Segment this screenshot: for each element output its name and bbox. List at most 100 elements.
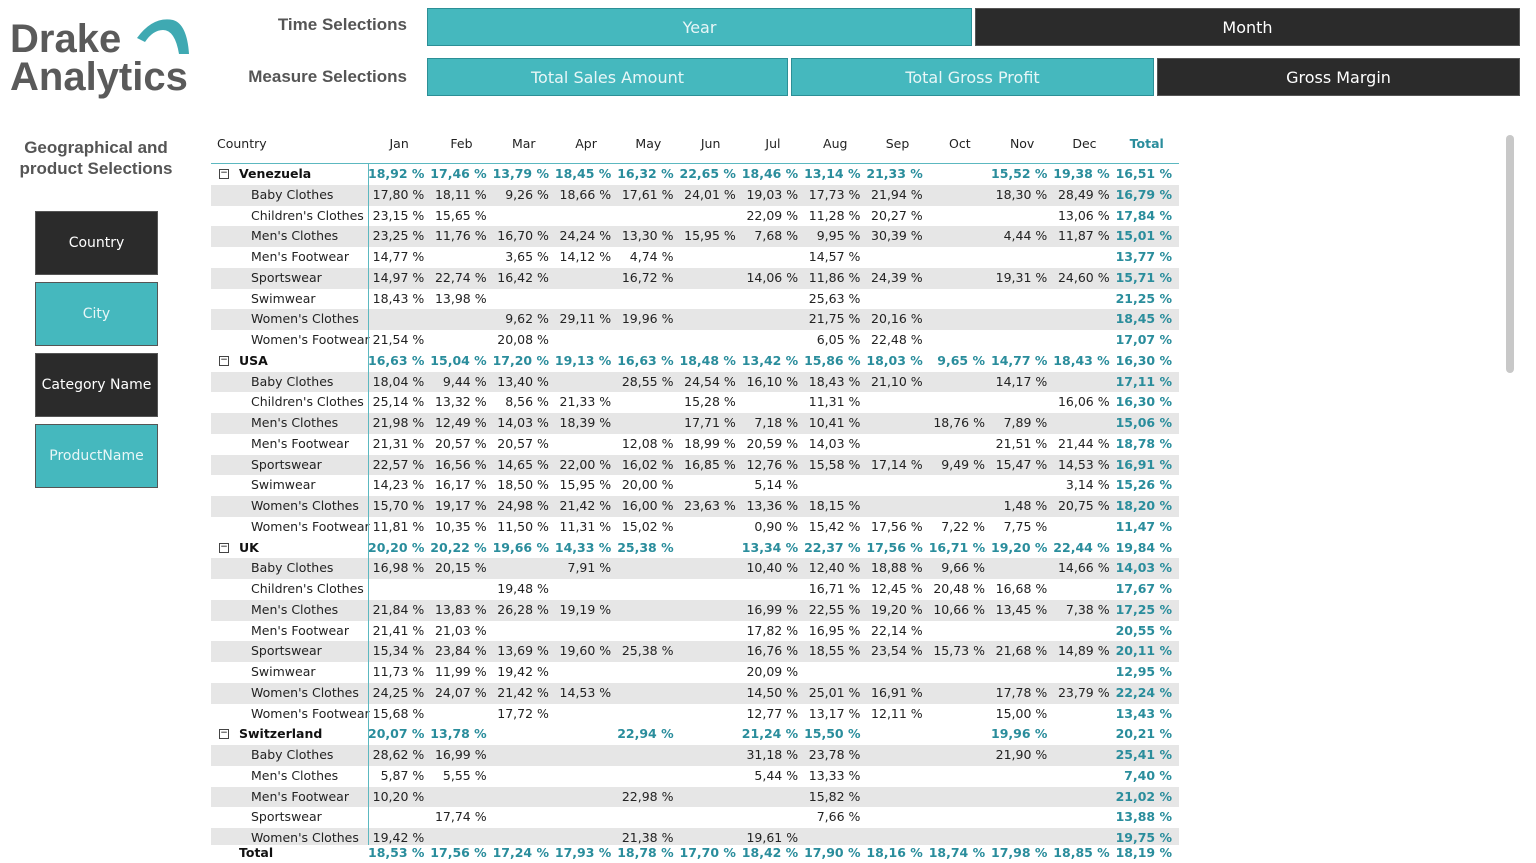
value-cell: 24,01 %	[684, 186, 736, 202]
value-cell: 13,78 %	[430, 726, 487, 742]
value-cell: 24,98 %	[497, 498, 549, 513]
value-cell: 15,86 %	[804, 352, 861, 368]
value-cell: 7,18 %	[754, 415, 799, 430]
value-cell: 30,39 %	[871, 228, 923, 244]
column-header: Total	[1129, 136, 1164, 151]
time-option[interactable]: Year	[427, 8, 972, 46]
product-label: Women's Clothes	[251, 684, 359, 700]
value-cell: 17,20 %	[492, 352, 550, 368]
value-cell: 22,74 %	[434, 269, 487, 285]
value-cell: 18,30 %	[995, 186, 1048, 202]
value-cell: 14,03 %	[1115, 560, 1173, 576]
expand-toggle[interactable]: −	[219, 354, 229, 366]
product-row: Sportswear 17,74 % 7,66 % 13,88 %	[211, 807, 1179, 828]
value-cell: 20,57 %	[497, 435, 549, 451]
value-cell: 7,68 %	[754, 228, 799, 244]
value-cell: 21,33 %	[866, 166, 923, 181]
product-label: Men's Footwear	[251, 622, 349, 638]
value-cell: 5,55 %	[442, 767, 487, 783]
value-cell: 16,51 %	[1115, 166, 1173, 181]
value-cell: 29,11 %	[559, 311, 612, 327]
value-cell: 20,57 %	[434, 435, 487, 451]
product-row: Baby Clothes 18,04 % 9,44 % 13,40 % 28,55 % 2…	[211, 371, 1179, 393]
product-row: Swimwear 14,23 % 16,17 % 18,50 % 15,95 % 20,0…	[211, 475, 1179, 496]
slicer-title: Geographical and product Selections	[19, 138, 173, 178]
time-selections-label: Time Selections	[277, 15, 407, 34]
header-rule	[211, 163, 1179, 164]
value-cell: 5,14 %	[754, 477, 799, 493]
value-cell: 15,70 %	[372, 498, 425, 513]
value-cell: 14,89 %	[1057, 643, 1110, 659]
value-cell: 12,11 %	[871, 705, 923, 721]
column-header: Jun	[700, 136, 721, 151]
value-cell: 16,71 %	[808, 581, 861, 596]
product-row: Baby Clothes 16,98 % 20,15 % 7,91 % 10,40 % 1…	[211, 558, 1179, 579]
expand-toggle[interactable]: −	[219, 168, 229, 179]
total-cell: 18,74 %	[928, 845, 986, 860]
value-cell: 28,55 %	[621, 373, 674, 389]
value-cell: 18,50 %	[497, 477, 549, 493]
measure-option[interactable]: Total Gross Profit	[791, 58, 1154, 96]
value-cell: 17,11 %	[1115, 373, 1173, 389]
column-header: Nov	[1009, 136, 1035, 151]
group-label: Venezuela	[239, 166, 312, 181]
total-row: Total 18,53 % 17,56 % 17,24 % 17,93 % 18,78 %…	[211, 845, 1179, 862]
slicer-button[interactable]: Country	[35, 211, 158, 275]
total-cell: 18,19 %	[1115, 845, 1173, 860]
product-label: Men's Footwear	[251, 435, 349, 451]
value-cell: 14,65 %	[497, 456, 549, 472]
slicer-button[interactable]: City	[35, 282, 158, 346]
value-cell: 15,71 %	[1115, 269, 1173, 285]
value-cell: 12,95 %	[1115, 664, 1173, 679]
total-cell: 17,98 %	[991, 845, 1048, 860]
column-header: Dec	[1072, 136, 1097, 151]
total-cell: 18,53 %	[368, 845, 425, 860]
value-cell: 21,51 %	[995, 435, 1048, 451]
product-label: Baby Clothes	[251, 373, 334, 389]
expand-toggle[interactable]: −	[219, 541, 229, 553]
value-cell: 14,50 %	[746, 684, 799, 700]
product-label: Women's Clothes	[251, 830, 359, 845]
value-cell: 31,18 %	[746, 747, 799, 762]
product-row: Men's Clothes 23,25 % 11,76 % 16,70 % 24,24 …	[211, 226, 1179, 247]
value-cell: 17,73 %	[808, 186, 861, 202]
value-cell: 18,20 %	[1115, 498, 1173, 513]
value-cell: 22,37 %	[804, 539, 861, 555]
time-option[interactable]: Month	[975, 8, 1520, 46]
value-cell: 13,79 %	[492, 166, 550, 181]
product-label: Men's Clothes	[251, 228, 339, 244]
product-row: Women's Clothes 24,25 % 24,07 % 21,42 % 14,5…	[211, 682, 1179, 704]
value-cell: 15,34 %	[372, 643, 425, 659]
column-header: Country	[217, 136, 267, 151]
measure-option[interactable]: Gross Margin	[1157, 58, 1520, 96]
product-row: Women's Clothes 19,42 % 21,38 % 19,61 % 19,7…	[211, 828, 1179, 845]
value-cell: 25,38 %	[617, 539, 674, 555]
value-cell: 10,20 %	[372, 788, 425, 804]
value-cell: 15,47 %	[995, 456, 1048, 472]
value-cell: 7,91 %	[567, 560, 612, 576]
total-cell: 17,24 %	[492, 845, 550, 860]
scrollbar[interactable]	[1506, 135, 1514, 373]
column-header: Apr	[575, 136, 597, 151]
logo-line: Analytics	[10, 55, 188, 99]
slicer-button[interactable]: Category Name	[35, 353, 158, 417]
value-cell: 15,26 %	[1115, 477, 1173, 493]
product-row: Men's Footwear 10,20 % 22,98 % 15,82 % 21,02…	[211, 786, 1179, 808]
value-cell: 7,22 %	[941, 518, 985, 534]
value-cell: 7,89 %	[1003, 415, 1048, 430]
value-cell: 15,06 %	[1115, 415, 1173, 430]
value-cell: 19,31 %	[995, 269, 1048, 285]
value-cell: 13,36 %	[746, 498, 799, 513]
expand-toggle[interactable]: −	[219, 728, 229, 740]
value-cell: 17,61 %	[621, 186, 674, 202]
value-cell: 28,49 %	[1057, 186, 1110, 202]
slicer-button[interactable]: ProductName	[35, 424, 158, 488]
value-cell: 11,86 %	[808, 269, 861, 285]
product-row: Men's Clothes 5,87 % 5,55 % 5,44 % 13,33 % 7,…	[211, 766, 1179, 787]
value-cell: 21,33 %	[559, 394, 612, 410]
product-row: Men's Clothes 21,98 % 12,49 % 14,03 % 18,39 …	[211, 413, 1179, 434]
value-cell: 16,63 %	[368, 352, 425, 368]
measure-option[interactable]: Total Sales Amount	[427, 58, 788, 96]
value-cell: 14,53 %	[1057, 456, 1110, 472]
product-row: Men's Footwear 21,31 % 20,57 % 20,57 % 12,08…	[211, 434, 1179, 455]
